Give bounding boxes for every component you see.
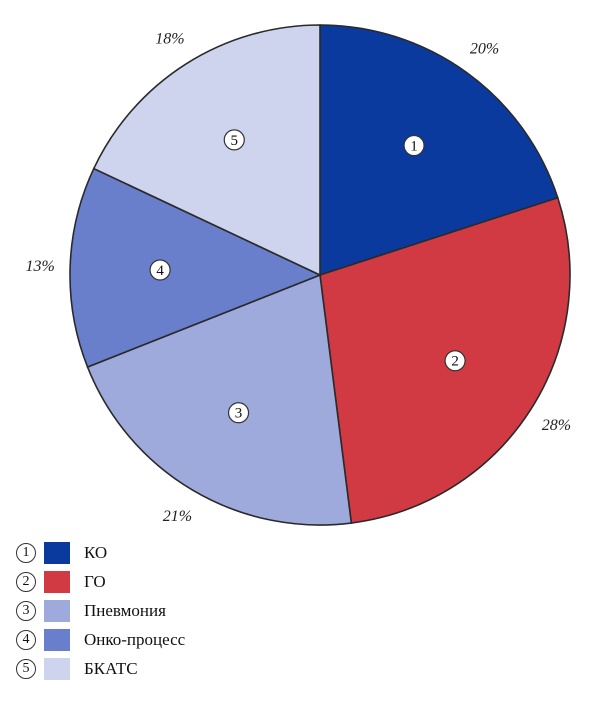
slice-number: 1 xyxy=(410,139,418,155)
legend-swatch xyxy=(44,600,70,622)
pie-slices xyxy=(69,24,571,526)
pie-slice xyxy=(92,24,321,277)
legend-label: ГО xyxy=(84,572,106,591)
percentage-label: 18% xyxy=(155,31,184,48)
pie-chart: 1 2 3 4 5 20% 28% 21% 13% 18% xyxy=(25,24,571,526)
legend-item-ko: 1 КО xyxy=(16,541,185,565)
legend-label: Онко-процесс xyxy=(84,630,186,649)
percentage-labels: 20% 28% 21% 13% 18% xyxy=(25,31,571,525)
percentage-label: 21% xyxy=(163,508,192,525)
slice-number-marker: 5 xyxy=(223,129,245,151)
legend-item-onco: 4 Онко-процесс xyxy=(16,628,185,652)
legend-item-pneumonia: 3 Пневмония xyxy=(16,599,185,623)
legend-swatch xyxy=(44,658,70,680)
slice-number-marker: 4 xyxy=(149,259,171,281)
percentage-label: 20% xyxy=(470,40,499,57)
marker-circle xyxy=(227,402,250,424)
legend: 1 КО 2 ГО 3 Пневмония 4 Онко-процесс 5 Б… xyxy=(16,541,185,686)
legend-swatch xyxy=(44,571,70,593)
marker-circle xyxy=(444,350,466,372)
legend-swatch xyxy=(44,542,70,564)
slice-number-marker: 1 xyxy=(403,134,425,157)
percentage-label: 28% xyxy=(542,417,571,434)
legend-number-badge: 4 xyxy=(16,630,36,650)
pie-slice xyxy=(69,167,323,369)
slice-number: 2 xyxy=(451,354,459,370)
legend-number-badge: 1 xyxy=(16,543,36,563)
slice-number: 5 xyxy=(231,133,239,149)
legend-item-bkats: 5 БКАТС xyxy=(16,657,185,681)
marker-circle xyxy=(403,134,425,157)
slice-number-markers: 1 2 3 4 5 xyxy=(149,129,466,424)
slice-number: 3 xyxy=(235,406,243,422)
marker-circle xyxy=(223,129,245,151)
legend-number-badge: 5 xyxy=(16,659,36,679)
legend-number-badge: 3 xyxy=(16,601,36,621)
legend-swatch xyxy=(44,629,70,651)
slice-number-marker: 3 xyxy=(227,402,250,424)
slice-number: 4 xyxy=(156,263,164,279)
legend-number-badge: 2 xyxy=(16,572,36,592)
pie-slice xyxy=(319,24,559,277)
pie-slice xyxy=(86,273,353,526)
marker-circle xyxy=(149,259,171,281)
legend-label: БКАТС xyxy=(84,659,138,678)
percentage-label: 13% xyxy=(25,258,54,275)
legend-label: Пневмония xyxy=(84,601,166,620)
legend-label: КО xyxy=(84,543,108,562)
slice-number-marker: 2 xyxy=(444,350,466,372)
legend-item-go: 2 ГО xyxy=(16,570,185,594)
